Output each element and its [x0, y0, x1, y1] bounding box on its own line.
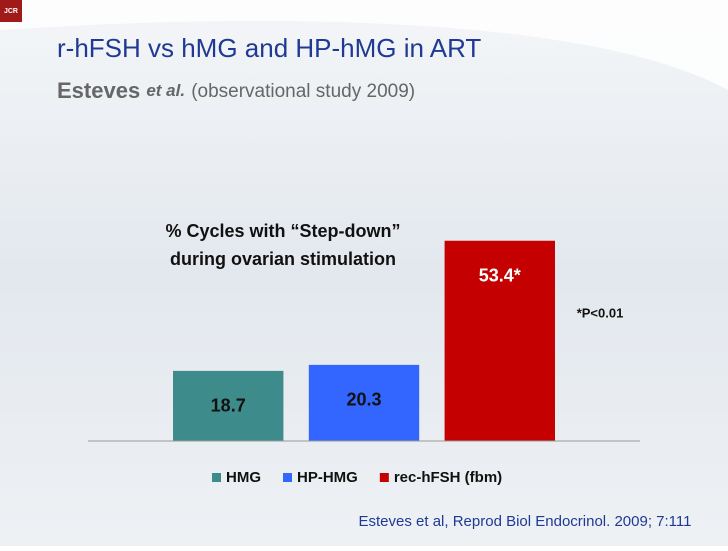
- annotation: *P<0.01: [577, 305, 624, 320]
- logo: JCR: [4, 8, 18, 15]
- slide-subtitle: Esteves et al. (observational study 2009…: [57, 78, 415, 103]
- value-label: 18.7: [211, 396, 246, 416]
- legend-label: HP-HMG: [297, 469, 358, 486]
- study: (observational study 2009): [191, 81, 415, 102]
- logo-box: [0, 0, 22, 22]
- legend-swatch: [379, 473, 389, 482]
- legend-label: rec-hFSH (fbm): [394, 469, 502, 486]
- chart-title: % Cycles with “Step-down”: [165, 221, 400, 241]
- bar: [173, 370, 284, 441]
- et-al: et al.: [146, 81, 185, 100]
- value-label: 53.4*: [479, 266, 521, 286]
- bar: [444, 240, 555, 441]
- swoosh: [0, 0, 728, 90]
- value-label: 20.3: [346, 390, 381, 410]
- author: Esteves: [57, 78, 140, 103]
- chart-title: during ovarian stimulation: [170, 249, 396, 269]
- legend-swatch: [283, 473, 292, 482]
- bar: [308, 364, 420, 441]
- legend-label: HMG: [226, 469, 261, 486]
- citation: Esteves et al, Reprod Biol Endocrinol. 2…: [359, 513, 692, 530]
- legend-swatch: [212, 473, 221, 482]
- slide-title: r-hFSH vs hMG and HP-hMG in ART: [57, 33, 481, 63]
